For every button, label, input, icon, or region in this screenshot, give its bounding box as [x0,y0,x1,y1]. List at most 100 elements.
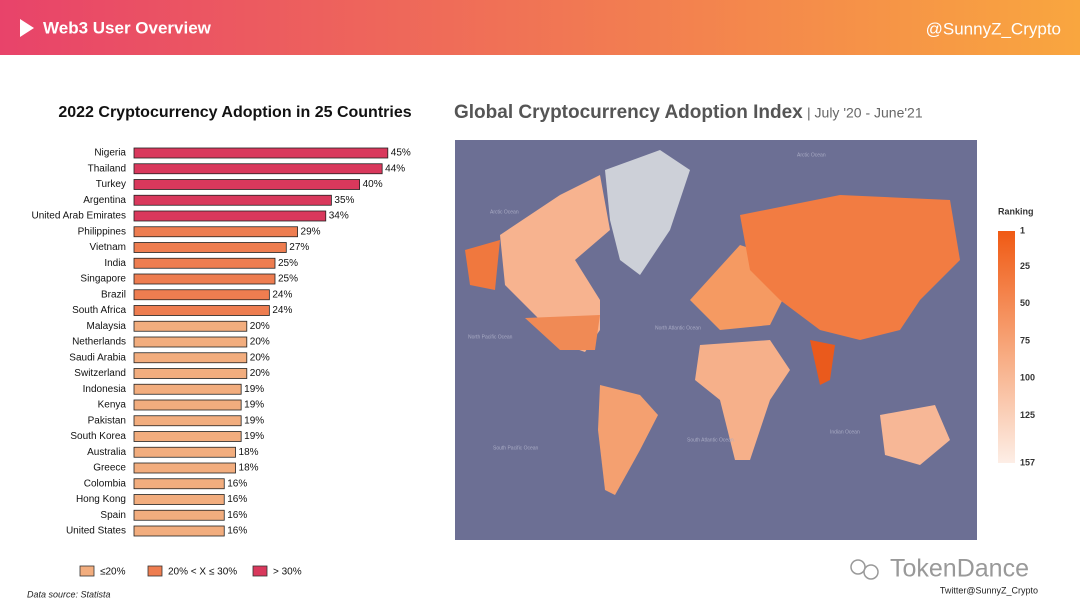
brand [850,559,879,580]
bar [133,494,225,505]
ocean-label: Arctic Ocean [797,152,826,158]
category-label: Netherlands [72,337,126,348]
value-label: 27% [289,242,309,253]
category-label: Singapore [80,274,126,285]
category-label: Turkey [96,179,126,190]
header-title: Web3 User Overview [43,18,212,37]
header-icon [20,19,34,37]
india [810,340,835,385]
value-label: 40% [363,179,383,190]
asia [740,195,960,340]
value-label: 20% [250,352,270,363]
category-label: Australia [87,447,126,458]
category-label: Thailand [88,163,126,174]
category-label: Spain [100,510,126,521]
value-label: 44% [385,163,405,174]
map [455,140,977,540]
bar [133,399,242,411]
legend-label: ≤20% [100,567,126,578]
ocean-label: North Atlantic Ocean [655,325,701,331]
bar [133,273,276,285]
legend-swatch [252,565,268,577]
category-label: Hong Kong [76,494,126,505]
ocean-label: South Atlantic Ocean [687,437,734,443]
bar [133,462,236,474]
value-label: 45% [391,148,411,159]
bar [133,226,298,238]
category-label: Kenya [98,400,127,411]
bar [133,446,236,458]
category-label: Pakistan [88,415,126,426]
colorbar-tick-label: 1 [1020,225,1025,235]
category-label: Philippines [78,226,126,237]
colorbar-tick-label: 100 [1020,373,1035,383]
legend-label: > 30% [273,567,302,578]
bar [133,509,225,521]
bar [133,163,383,175]
map-subtitle: | July '20 - June'21 [807,105,923,121]
alaska [465,240,500,290]
bar [133,415,242,427]
category-label: Argentina [83,195,126,206]
category-label: Switzerland [74,368,126,379]
source: Data source: Statista [27,589,111,599]
bar [133,194,332,206]
colorbar [998,231,1015,463]
brand-icon [850,559,866,575]
bar [133,179,361,190]
value-label: 18% [239,463,259,474]
bar [133,305,270,316]
legend-swatch [79,565,95,577]
category-label: Vietnam [89,242,126,253]
category-label: Saudi Arabia [69,352,126,363]
header-bar [0,0,1080,55]
credit: Twitter@SunnyZ_Crypto [940,585,1038,595]
ocean-label: Arctic Ocean [490,209,519,215]
value-label: 29% [301,226,321,237]
bar [133,525,225,537]
colorbar-tick-label: 125 [1020,410,1035,420]
legend-label: 20% < X ≤ 30% [168,567,237,578]
ocean-label: South Pacific Ocean [493,445,539,451]
bar [133,257,276,269]
value-label: 24% [272,289,292,300]
value-label: 19% [244,431,264,442]
ocean-label: Indian Ocean [830,429,860,435]
category-label: United States [66,526,126,537]
value-label: 35% [334,195,354,206]
legend-swatch [147,565,163,577]
greenland [605,150,690,275]
south-america [598,385,658,495]
legend-title: Ranking [998,206,1034,216]
usa [525,315,600,350]
value-label: 25% [278,274,298,285]
bar [133,242,287,253]
bar [133,210,327,222]
value-label: 19% [244,384,264,395]
category-label: South Africa [72,305,126,316]
value-label: 19% [244,400,264,411]
australia [880,405,950,465]
value-label: 20% [250,368,270,379]
bar [133,320,248,332]
colorbar-tick-label: 25 [1020,261,1030,271]
value-label: 19% [244,415,264,426]
value-label: 16% [227,494,247,505]
bar [133,352,248,364]
africa [695,340,790,460]
brand-icon [863,564,879,580]
chart-title: 2022 Cryptocurrency Adoption in 25 Count… [58,104,411,121]
bar [133,336,248,348]
colorbar-tick-label: 50 [1020,298,1030,308]
category-label: South Korea [70,431,126,442]
bar [133,431,242,442]
value-label: 34% [329,211,349,222]
bar [133,147,389,159]
category-label: Malaysia [87,321,127,332]
map-title: Global Cryptocurrency Adoption Index [454,102,803,123]
north-america [500,175,610,352]
category-label: Brazil [101,289,126,300]
value-label: 18% [239,447,259,458]
category-label: Greece [93,463,126,474]
